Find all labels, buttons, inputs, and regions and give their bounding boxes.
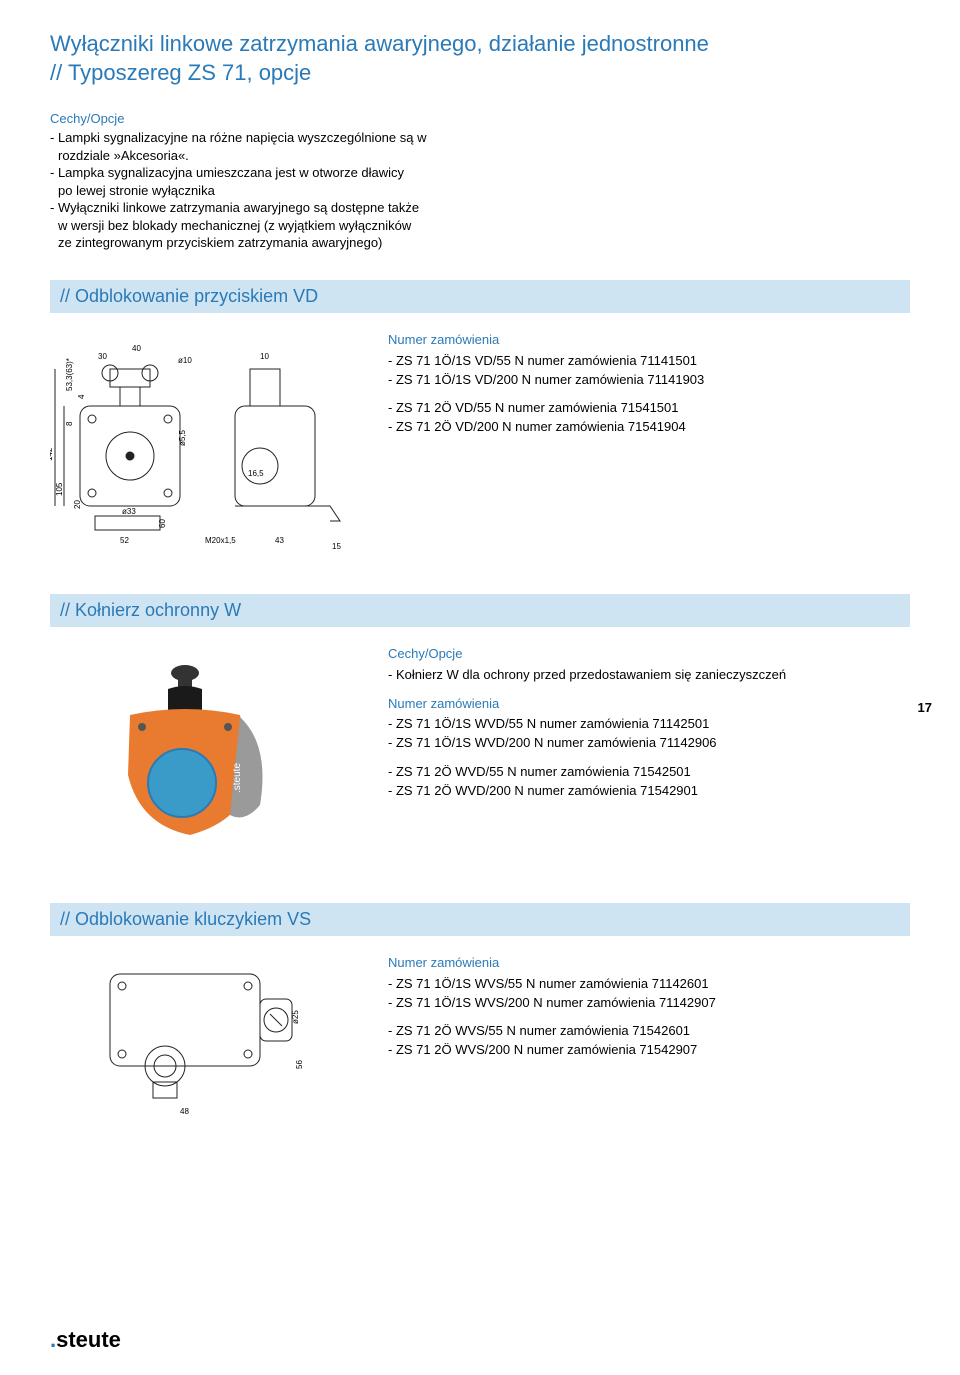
section-vd-header: // Odblokowanie przyciskiem VD <box>50 280 910 313</box>
page-title-line2: // Typoszereg ZS 71, opcje <box>50 60 910 86</box>
page-number: 17 <box>918 700 932 715</box>
intro-line: po lewej stronie wyłącznika <box>50 182 610 200</box>
vs-line: - ZS 71 2Ö WVS/55 N numer zamówienia 715… <box>388 1022 910 1041</box>
w-line: - ZS 71 2Ö WVD/200 N numer zamówienia 71… <box>388 782 910 801</box>
dim: ø10 <box>178 356 192 365</box>
vs-line: - ZS 71 1Ö/1S WVS/200 N numer zamówienia… <box>388 994 910 1013</box>
dim: 60 <box>158 518 167 527</box>
vs-line: - ZS 71 1Ö/1S WVS/55 N numer zamówienia … <box>388 975 910 994</box>
vd-line: - ZS 71 2Ö VD/55 N numer zamówienia 7154… <box>388 399 910 418</box>
intro-line: ze zintegrowanym przyciskiem zatrzymania… <box>50 234 610 252</box>
intro-line: w wersji bez blokady mechanicznej (z wyj… <box>50 217 610 235</box>
dim: 105 <box>55 482 64 496</box>
dim: M20x1,5 <box>205 536 236 545</box>
dim: ø5,5 <box>178 429 187 446</box>
dim: 43 <box>275 536 284 545</box>
vd-text: Numer zamówienia - ZS 71 1Ö/1S VD/55 N n… <box>370 331 910 447</box>
dim: ø25 <box>291 1010 300 1024</box>
dim: 8 <box>65 421 74 426</box>
w-line: - ZS 71 2Ö WVD/55 N numer zamówienia 715… <box>388 763 910 782</box>
w-line: - ZS 71 1Ö/1S WVD/55 N numer zamówienia … <box>388 715 910 734</box>
w-photo: .steute <box>50 645 370 865</box>
dim: 15 <box>332 542 341 551</box>
dim: 10 <box>260 352 269 361</box>
dim: 30 <box>98 352 107 361</box>
section-w-header: // Kołnierz ochronny W <box>50 594 910 627</box>
vs-drawing: ø25 56 48 <box>50 954 370 1129</box>
vs-line: - ZS 71 2Ö WVS/200 N numer zamówienia 71… <box>388 1041 910 1060</box>
w-numer-heading: Numer zamówienia <box>388 695 910 714</box>
section-vs-header: // Odblokowanie kluczykiem VS <box>50 903 910 936</box>
w-text: Cechy/Opcje - Kołnierz W dla ochrony prz… <box>370 645 910 811</box>
w-cechy-heading: Cechy/Opcje <box>388 645 910 664</box>
vd-line: - ZS 71 2Ö VD/200 N numer zamówienia 715… <box>388 418 910 437</box>
intro-line: - Lampka sygnalizacyjna umieszczana jest… <box>50 164 610 182</box>
intro-block: Cechy/Opcje - Lampki sygnalizacyjne na r… <box>50 110 610 252</box>
footer-logo: .steute <box>50 1327 121 1353</box>
vs-text: Numer zamówienia - ZS 71 1Ö/1S WVS/55 N … <box>370 954 910 1070</box>
intro-line: - Wyłączniki linkowe zatrzymania awaryjn… <box>50 199 610 217</box>
dim: 142 <box>50 447 54 461</box>
svg-text:.steute: .steute <box>232 762 243 792</box>
vd-line: - ZS 71 1Ö/1S VD/55 N numer zamówienia 7… <box>388 352 910 371</box>
vd-line: - ZS 71 1Ö/1S VD/200 N numer zamówienia … <box>388 371 910 390</box>
w-cechy-line: - Kołnierz W dla ochrony przed przedosta… <box>388 666 910 685</box>
dim: 4 <box>77 394 86 399</box>
vd-drawing: 30 40 ø10 10 53,3(63)* 4 142 8 ø5,5 105 … <box>50 331 370 556</box>
vd-numer-heading: Numer zamówienia <box>388 331 910 350</box>
dim: ø33 <box>122 507 136 516</box>
vs-numer-heading: Numer zamówienia <box>388 954 910 973</box>
dim: 56 <box>295 1059 304 1068</box>
dim: 40 <box>132 344 141 353</box>
intro-heading: Cechy/Opcje <box>50 110 610 128</box>
dim: 52 <box>120 536 129 545</box>
section-w-body: .steute Cechy/Opcje - Kołnierz W dla och… <box>50 645 910 865</box>
intro-line: - Lampki sygnalizacyjne na różne napięci… <box>50 129 610 147</box>
dim: 48 <box>180 1107 189 1116</box>
page-title-line1: Wyłączniki linkowe zatrzymania awaryjneg… <box>50 30 910 58</box>
dim: 53,3(63)* <box>65 358 74 391</box>
section-vs-body: ø25 56 48 Numer zamówienia - ZS 71 1Ö/1S… <box>50 954 910 1129</box>
section-vd-body: 30 40 ø10 10 53,3(63)* 4 142 8 ø5,5 105 … <box>50 331 910 556</box>
intro-line: rozdziale »Akcesoria«. <box>50 147 610 165</box>
dim: 20 <box>73 499 82 508</box>
dim: 16,5 <box>248 469 264 478</box>
w-line: - ZS 71 1Ö/1S WVD/200 N numer zamówienia… <box>388 734 910 753</box>
